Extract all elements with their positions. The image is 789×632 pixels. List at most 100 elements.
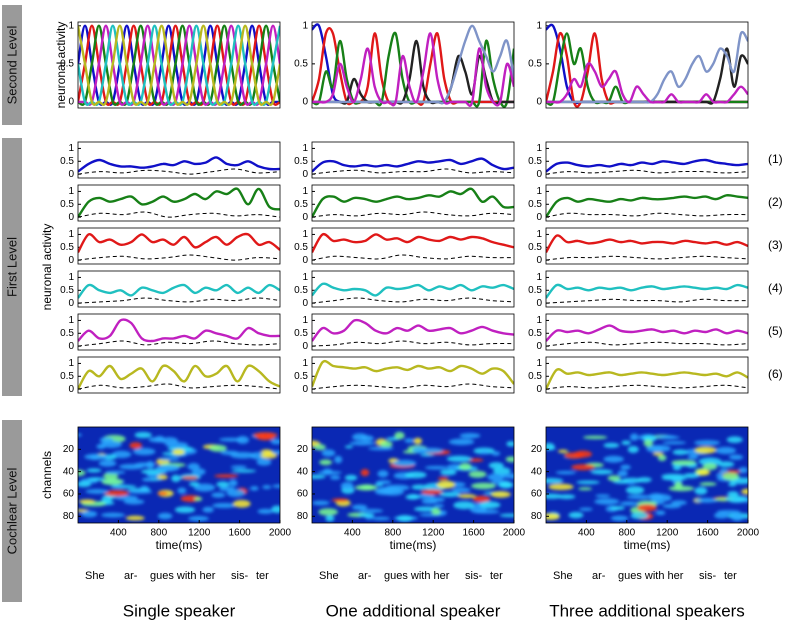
spectrogram-blob <box>256 458 272 466</box>
spectrogram-blob <box>493 467 511 475</box>
spectrogram-blob <box>78 433 82 437</box>
baseline-line <box>546 298 748 304</box>
row-label: (6) <box>768 367 783 381</box>
activity-line <box>312 282 514 297</box>
x-tick-label: 800 <box>384 528 401 539</box>
x-axis-label: time(ms) <box>624 538 671 552</box>
y-tick-label: 0.5 <box>60 199 74 210</box>
spectrogram-blob <box>104 470 126 475</box>
y-tick-label: 0 <box>302 298 308 309</box>
spectrogram-blob <box>459 432 481 439</box>
axes-frame <box>77 270 281 308</box>
spectrogram-blob <box>657 454 667 462</box>
column-title: Three additional speakers <box>549 601 745 620</box>
y-tick-label: 0.5 <box>528 199 542 210</box>
spectrogram-blob <box>374 487 394 495</box>
x-tick-label: 400 <box>578 528 595 539</box>
spectrogram-blob <box>262 485 272 490</box>
syllable: gues with her <box>618 570 684 582</box>
syllable: ter <box>490 570 503 582</box>
axes-frame <box>311 21 515 109</box>
spectrogram-blob <box>629 433 639 441</box>
y-tick-label: 40 <box>297 466 309 477</box>
spectrogram-blobs <box>546 433 748 522</box>
spectrogram-blob <box>329 475 341 480</box>
spectrogram-blob <box>359 508 384 513</box>
y-tick-label: 0.5 <box>528 58 542 69</box>
spectrogram-blob <box>433 504 445 508</box>
level-label: Second Level <box>4 25 19 104</box>
spectrogram-blob <box>594 498 620 505</box>
spectrogram-blob <box>157 474 168 480</box>
spectrogram-blob <box>472 495 491 503</box>
spectrogram-blob <box>371 516 390 521</box>
spectrogram-blob <box>457 493 476 499</box>
spectrogram-blob <box>568 511 584 519</box>
spectrogram-blob <box>101 495 113 503</box>
spectrogram-blob <box>317 470 342 475</box>
y-tick-label: 0 <box>536 384 542 395</box>
y-tick-label: 1 <box>302 186 308 197</box>
spectrogram-blob <box>101 512 125 518</box>
spectrogram-blob <box>506 441 514 447</box>
spectrogram-blob <box>87 477 105 481</box>
spectrogram-blob <box>157 491 168 496</box>
spectrogram-blob <box>625 486 645 495</box>
spectrogram-blob <box>698 457 722 466</box>
axes-frame <box>545 270 749 308</box>
spectrogram-blob <box>424 465 449 470</box>
activity-line <box>78 187 280 218</box>
spectrogram-blob <box>250 486 259 491</box>
spectrogram-blob <box>171 474 181 483</box>
spectrogram-blob <box>468 470 487 478</box>
spectrogram-blob <box>722 472 740 481</box>
spectrogram-blob <box>621 440 631 445</box>
spectrogram-blob <box>209 444 227 452</box>
y-tick-label: 1 <box>302 143 308 154</box>
syllable: She <box>85 570 105 582</box>
spectrogram-blob <box>715 446 737 455</box>
spectrogram-blob <box>582 435 608 440</box>
spectrogram-blob <box>728 454 744 460</box>
spectrogram-blob <box>110 484 137 489</box>
activity-line <box>78 156 280 173</box>
spectrogram-blob <box>546 493 563 499</box>
spectrogram-blob <box>312 474 326 479</box>
spectrogram-blob <box>220 450 239 456</box>
y-tick-label: 20 <box>63 444 75 455</box>
spectrogram-blob <box>214 474 239 478</box>
baseline-line <box>546 212 748 218</box>
axes-frame <box>77 184 281 222</box>
y-tick-label: 0 <box>302 341 308 352</box>
axes-frame <box>311 426 515 524</box>
activity-line <box>546 283 748 299</box>
baseline-line <box>312 168 514 175</box>
y-tick-label: 1 <box>68 186 74 197</box>
activity-line <box>312 318 514 342</box>
spectrogram-blob <box>626 494 653 500</box>
spectrogram-blob <box>133 448 156 456</box>
activity-line <box>546 368 748 390</box>
spectrogram-blob <box>85 489 109 494</box>
axes-frame <box>311 313 515 351</box>
y-tick-label: 60 <box>531 489 543 500</box>
spectrogram-blob <box>620 464 631 470</box>
x-tick-label: 1600 <box>696 528 719 539</box>
x-tick-label: 1600 <box>228 528 251 539</box>
activity-line <box>546 234 748 254</box>
spectrogram-blob <box>595 494 611 498</box>
spectrogram-blob <box>349 441 376 446</box>
axes-frame <box>545 426 749 524</box>
syllable: gues with her <box>384 570 450 582</box>
y-axis-label: neuronal activity <box>54 22 68 109</box>
spectrogram-blob <box>619 501 639 506</box>
axes-frame <box>311 356 515 394</box>
spectrogram-blob <box>557 449 569 454</box>
x-axis-label: time(ms) <box>390 538 437 552</box>
axes-frame <box>311 227 515 265</box>
activity-line <box>312 157 514 173</box>
spectrogram-blob <box>318 508 338 516</box>
y-tick-label: 0 <box>536 212 542 223</box>
syllable: gues with her <box>150 570 216 582</box>
